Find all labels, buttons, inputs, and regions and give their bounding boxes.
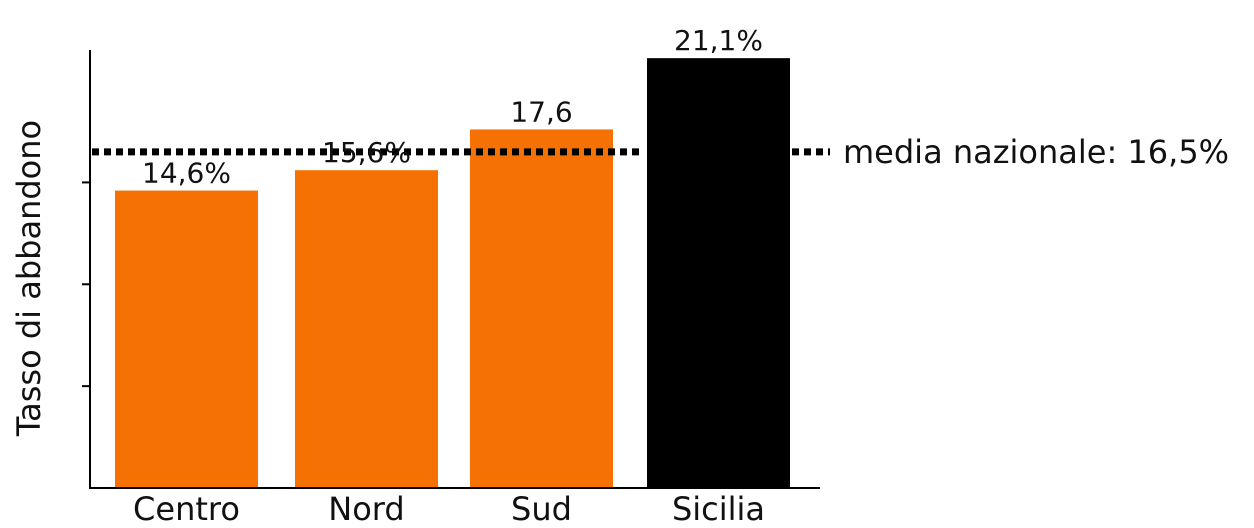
bar-sicilia <box>647 58 790 489</box>
value-label-centro: 14,6% <box>142 157 231 190</box>
x-tick-label-centro: Centro <box>133 490 240 524</box>
bar-centro <box>115 190 258 488</box>
value-label-sud: 17,6 <box>510 95 572 128</box>
mean-line-group: media nazionale: 16,5% <box>92 133 1229 171</box>
x-tick-label-sud: Sud <box>511 490 572 524</box>
mean-line-label: media nazionale: 16,5% <box>843 133 1229 171</box>
x-tick-label-sicilia: Sicilia <box>672 490 765 524</box>
bar-nord <box>295 170 438 488</box>
bars-group <box>115 58 790 489</box>
value-label-sicilia: 21,1% <box>674 24 763 57</box>
y-ticks-group <box>82 181 90 388</box>
labels-group: 14,6% Centro 15,6% Nord 17,6 Sud 21,1% Sicilia <box>133 24 765 528</box>
y-axis-title: Tasso di abbandono <box>10 120 48 437</box>
value-label-nord: 15,6% <box>322 136 411 169</box>
bar-sud <box>470 129 613 488</box>
axes-group <box>89 50 820 489</box>
x-tick-label-nord: Nord <box>328 490 404 524</box>
